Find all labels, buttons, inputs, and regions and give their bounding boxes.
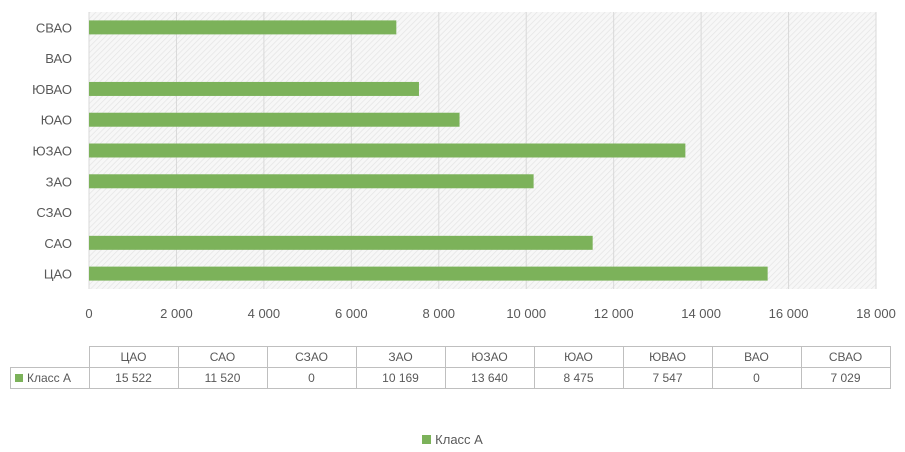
data-table-row: Класс А 15 522 11 520 0 10 169 13 640 8 475 7 … <box>10 367 891 389</box>
bars <box>89 20 768 281</box>
data-table-header-cell: ЮАО <box>533 346 624 368</box>
data-table-header-cell: ЦАО <box>88 346 179 368</box>
category-label: ВАО <box>45 51 72 66</box>
data-table-series-cell: Класс А <box>10 367 90 389</box>
data-table-header-cell: ЮЗАО <box>444 346 535 368</box>
data-table-header-cell: ЗАО <box>355 346 446 368</box>
category-label: СЗАО <box>36 205 72 220</box>
data-table-value-cell: 0 <box>711 367 802 389</box>
bar-2 <box>89 235 593 250</box>
bar-chart: ЦАО САО СЗАО ЗАО ЮЗАО ЮАО ЮВАО ВАО СВАО 0 2 000 4 … <box>32 12 896 321</box>
data-table-value-cell: 15 522 <box>88 367 179 389</box>
data-table: ЦАО САО СЗАО ЗАО ЮЗАО ЮАО ЮВАО ВАО СВАО Класс А … <box>10 346 891 389</box>
x-tick-label: 18 000 <box>856 306 896 321</box>
legend-key-icon <box>422 435 432 444</box>
legend-key-icon <box>15 374 23 382</box>
bar-1 <box>89 266 768 281</box>
x-tick-label: 12 000 <box>594 306 634 321</box>
category-label: ЮВАО <box>32 82 72 97</box>
category-label: ЗАО <box>46 174 72 189</box>
data-table-value-cell: 7 547 <box>622 367 713 389</box>
x-tick-label: 10 000 <box>506 306 546 321</box>
data-table-header-row: ЦАО САО СЗАО ЗАО ЮЗАО ЮАО ЮВАО ВАО СВАО <box>10 346 891 368</box>
data-table-value-cell: 10 169 <box>355 367 446 389</box>
x-tick-labels: 0 2 000 4 000 6 000 8 000 10 000 12 000 14 000 1… <box>85 306 896 321</box>
category-labels: ЦАО САО СЗАО ЗАО ЮЗАО ЮАО ЮВАО ВАО СВАО <box>32 20 72 281</box>
legend: Класс А <box>0 432 905 447</box>
data-table-header-cell: СВАО <box>800 346 891 368</box>
data-table-header-cell: ВАО <box>711 346 802 368</box>
data-table-corner <box>10 346 90 368</box>
bar-6 <box>89 112 460 127</box>
bar-9 <box>89 20 397 35</box>
x-tick-label: 0 <box>85 306 92 321</box>
bar-4 <box>89 174 534 189</box>
data-table-value-cell: 0 <box>266 367 357 389</box>
x-tick-label: 8 000 <box>423 306 456 321</box>
legend-series-name: Класс А <box>435 432 483 447</box>
bar-7 <box>89 81 419 96</box>
x-tick-label: 4 000 <box>248 306 281 321</box>
category-label: ЮЗАО <box>33 144 72 159</box>
bar-5 <box>89 143 686 158</box>
data-table-value-cell: 11 520 <box>177 367 268 389</box>
data-table-value-cell: 8 475 <box>533 367 624 389</box>
x-tick-label: 6 000 <box>335 306 368 321</box>
data-table-header-cell: СЗАО <box>266 346 357 368</box>
data-table-header-cell: ЮВАО <box>622 346 713 368</box>
category-label: СВАО <box>36 20 72 35</box>
data-table-series-name: Класс А <box>27 371 72 385</box>
category-label: САО <box>44 236 72 251</box>
data-table-value-cell: 13 640 <box>444 367 535 389</box>
data-table-header-cell: САО <box>177 346 268 368</box>
x-tick-label: 14 000 <box>681 306 721 321</box>
x-tick-label: 2 000 <box>160 306 193 321</box>
category-label: ЮАО <box>41 113 72 128</box>
data-table-value-cell: 7 029 <box>800 367 891 389</box>
category-label: ЦАО <box>44 267 72 282</box>
x-tick-label: 16 000 <box>769 306 809 321</box>
